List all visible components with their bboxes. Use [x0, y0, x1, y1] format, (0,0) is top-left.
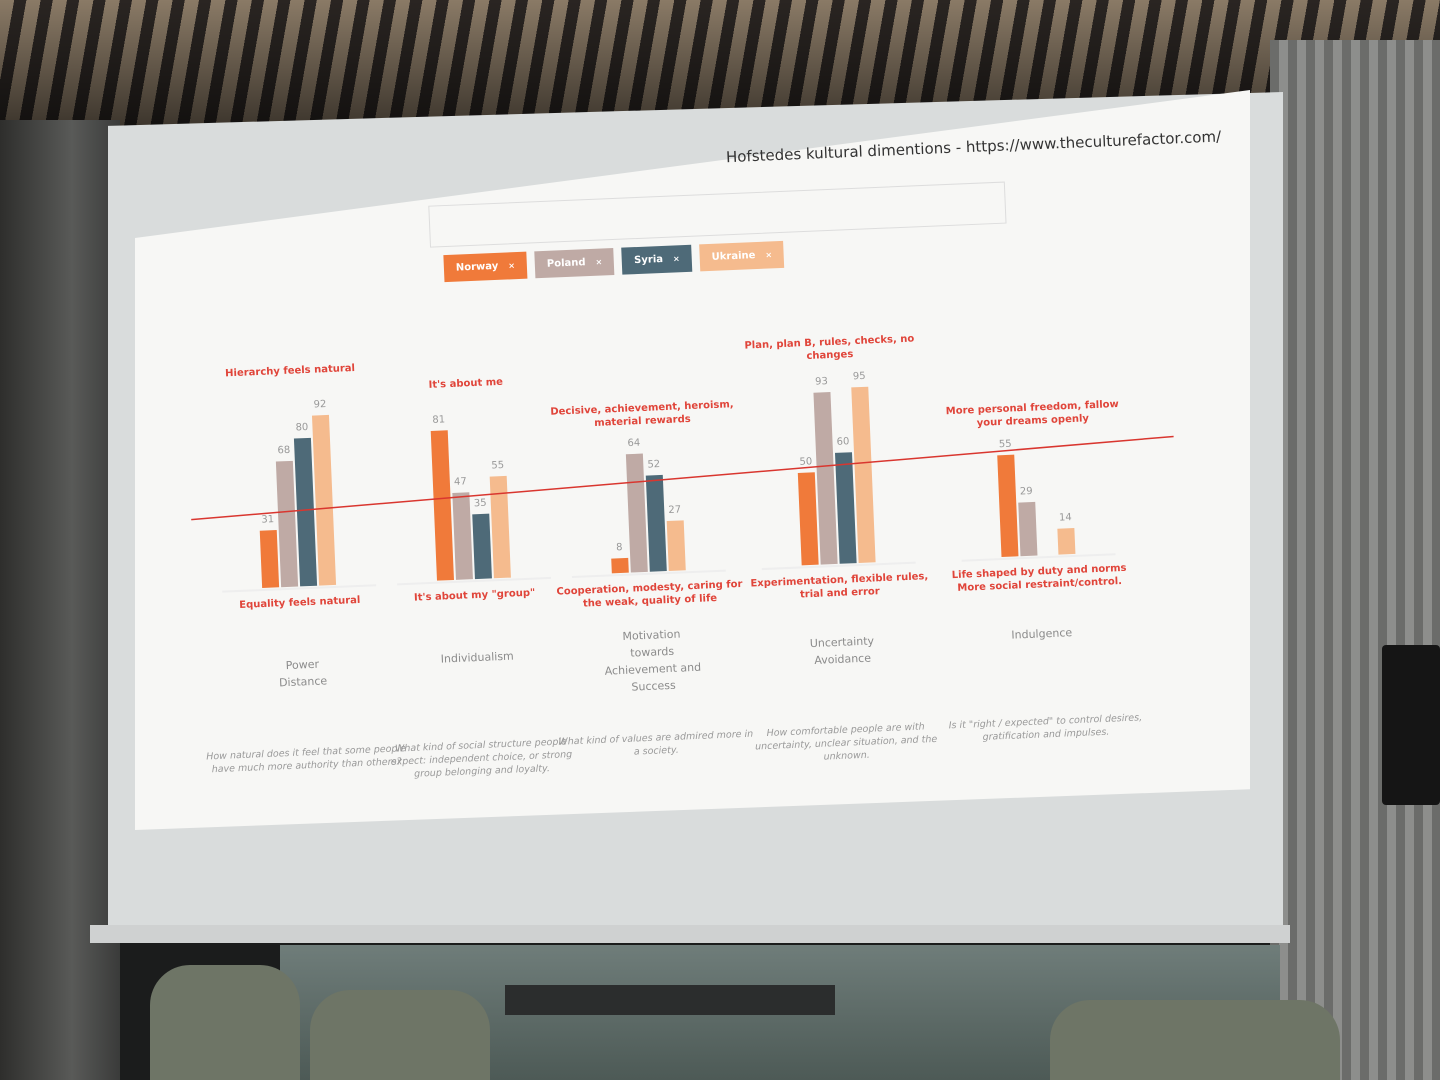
- value-label: 81: [432, 414, 445, 426]
- bar-syria: [472, 513, 492, 580]
- value-label: 68: [277, 445, 290, 457]
- screen-bottom-bar: [90, 925, 1290, 943]
- value-label: 35: [474, 498, 487, 510]
- baseline: [761, 561, 916, 571]
- chair: [150, 965, 300, 1080]
- dimension-name: Motivation towards Achievement and Success: [571, 623, 734, 698]
- bar-poland: [275, 460, 299, 588]
- baseline: [222, 584, 377, 593]
- slide-content: Hofstedes kultural dimentions - https://…: [122, 127, 1258, 823]
- bar-ukraine: [851, 386, 876, 564]
- dimension-name: Power Distance: [222, 653, 383, 694]
- bar-syria: [645, 474, 667, 572]
- bar-norway: [611, 557, 629, 574]
- value-label: 95: [853, 371, 866, 383]
- value-label: 47: [454, 476, 467, 488]
- baseline: [571, 569, 726, 579]
- bar-chart: 31 68 80 92 81 47 35 55 8 64 52 27 50 93 60 95 55 29 14: [191, 371, 1174, 593]
- dimension-name: Uncertainty Avoidance: [762, 630, 923, 671]
- value-label: 52: [647, 459, 660, 471]
- bar-syria: [834, 452, 857, 564]
- baseline: [397, 576, 552, 586]
- left-window-wall: [0, 120, 120, 1080]
- right-curtain: [1270, 40, 1440, 1080]
- table: [505, 985, 835, 1015]
- value-label: 55: [999, 439, 1012, 451]
- value-label: 60: [836, 436, 849, 448]
- bar-poland: [1018, 501, 1038, 557]
- dimension-description: How comfortable people are with uncertai…: [754, 721, 938, 763]
- value-label: 14: [1059, 512, 1072, 524]
- value-label: 80: [295, 422, 308, 434]
- speaker: [1382, 645, 1440, 805]
- value-label: 31: [261, 514, 274, 526]
- value-label: 93: [815, 376, 828, 388]
- bar-syria: [293, 437, 318, 587]
- chair: [1050, 1000, 1340, 1080]
- value-label: 64: [627, 438, 640, 450]
- value-label: 92: [313, 399, 326, 411]
- bar-norway: [997, 454, 1019, 558]
- bar-ukraine: [666, 520, 686, 571]
- chair: [310, 990, 490, 1080]
- value-label: 50: [799, 456, 812, 468]
- dimension-description: What kind of social structure people exp…: [390, 736, 573, 780]
- baseline: [961, 553, 1116, 562]
- bar-ukraine: [489, 475, 511, 579]
- bar-norway: [430, 430, 454, 581]
- bar-norway: [259, 529, 280, 589]
- value-label: 27: [668, 504, 681, 516]
- value-label: 8: [616, 542, 623, 553]
- reference-line: [191, 435, 1174, 521]
- value-label: 55: [491, 460, 504, 472]
- value-label: 29: [1020, 486, 1033, 498]
- bar-poland: [813, 391, 838, 565]
- bar-norway: [797, 472, 819, 566]
- bar-poland: [452, 492, 473, 580]
- bar-poland: [625, 453, 648, 573]
- bar-ukraine: [1057, 528, 1076, 555]
- bar-ukraine: [311, 414, 337, 586]
